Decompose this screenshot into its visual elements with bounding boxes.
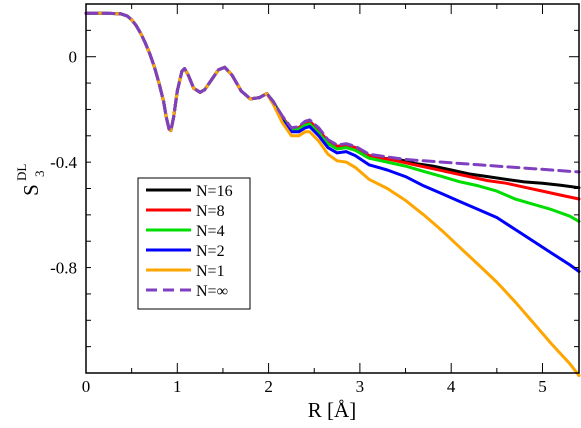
legend-label-1: N=16 [196, 183, 233, 200]
series-line-6 [84, 11, 581, 174]
y-axis-title-superscript: DL [14, 164, 29, 181]
x-tick-label: 0 [82, 377, 91, 396]
x-tick-label: 5 [538, 377, 547, 396]
legend-label-3: N=4 [196, 223, 225, 240]
tick-labels: 0 1 2 3 4 5 0 -0.4 -0.8 [50, 48, 547, 396]
series-line-2 [84, 11, 581, 201]
legend-label-2: N=8 [196, 203, 225, 220]
y-axis-title: S 3 DL [14, 164, 47, 196]
y-tick-label: -0.8 [50, 259, 77, 278]
legend-label-5: N=1 [196, 263, 225, 280]
legend-label-6: N=∞ [196, 283, 228, 300]
chart-curves [84, 11, 581, 378]
series-line-1 [84, 11, 581, 190]
x-tick-label: 1 [173, 377, 182, 396]
y-tick-label: 0 [69, 48, 78, 67]
y-axis-title-main: S [19, 184, 43, 196]
y-tick-label: -0.4 [50, 153, 77, 172]
legend-box [137, 177, 251, 310]
x-tick-label: 3 [356, 377, 365, 396]
x-axis-title: R [Å] [308, 398, 356, 422]
legend-label-4: N=2 [196, 243, 225, 260]
plot-frame [85, 3, 580, 374]
legend: N=16 N=8 N=4 N=2 N=1 N=∞ [137, 177, 251, 310]
y-axis-title-subscript: 3 [32, 171, 47, 178]
x-tick-label: 2 [264, 377, 273, 396]
x-tick-label: 4 [447, 377, 456, 396]
